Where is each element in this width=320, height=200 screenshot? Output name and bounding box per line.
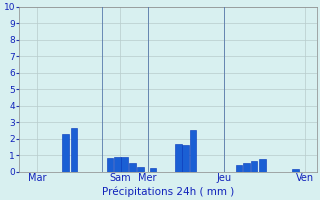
Bar [107, 158, 113, 172]
Bar [292, 169, 299, 172]
X-axis label: Précipitations 24h ( mm ): Précipitations 24h ( mm ) [102, 186, 234, 197]
Bar [251, 161, 257, 172]
Bar [130, 163, 136, 172]
Bar [244, 163, 250, 172]
Bar [190, 130, 196, 172]
Bar [122, 157, 128, 172]
Bar [236, 165, 243, 172]
Bar [71, 128, 77, 172]
Bar [137, 167, 144, 172]
Bar [150, 168, 156, 172]
Bar [114, 157, 121, 172]
Bar [62, 134, 68, 172]
Bar [175, 144, 181, 172]
Bar [182, 145, 189, 172]
Bar [259, 159, 266, 172]
